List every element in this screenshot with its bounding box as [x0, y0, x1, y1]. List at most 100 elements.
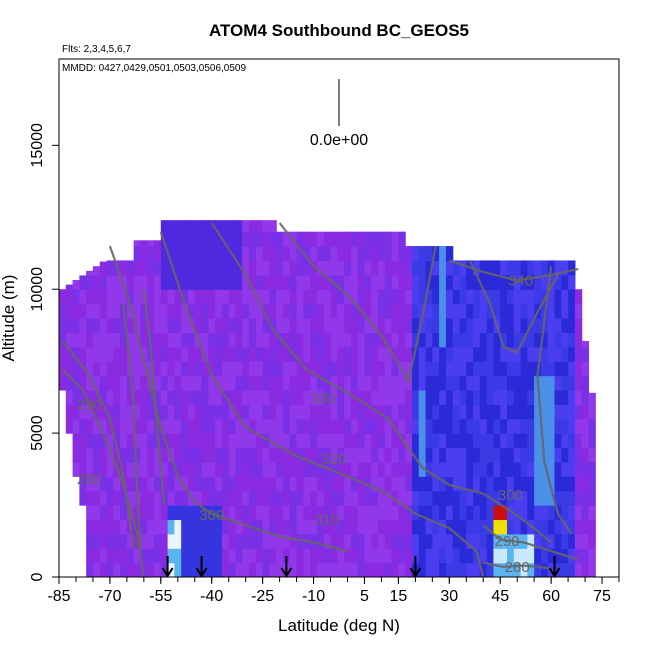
heatmap-cell	[574, 476, 583, 492]
heatmap-cell	[215, 505, 223, 521]
heatmap-cell	[79, 433, 87, 449]
heatmap-cell	[147, 548, 155, 564]
heatmap-cell	[255, 476, 264, 492]
heatmap-cell	[289, 332, 298, 348]
heatmap-cell	[262, 346, 271, 362]
heatmap-cell	[520, 519, 528, 535]
heatmap-cell	[276, 246, 284, 262]
heatmap-cell	[99, 490, 108, 506]
heatmap-cell	[215, 375, 223, 391]
heatmap-cell	[445, 303, 454, 319]
heatmap-cell	[466, 404, 474, 420]
heatmap-cell	[350, 562, 359, 577]
heatmap-cell	[310, 361, 318, 377]
heatmap-cell	[154, 533, 162, 549]
heatmap-cell	[350, 418, 359, 434]
heatmap-cell	[269, 505, 277, 521]
heatmap-cell	[425, 332, 433, 348]
heatmap-cell	[160, 332, 169, 348]
heatmap-cell	[371, 461, 379, 477]
heatmap-cell	[439, 404, 447, 420]
heatmap-cell	[201, 332, 209, 348]
heatmap-cell	[249, 346, 257, 362]
heatmap-cell	[181, 389, 189, 405]
heatmap-cell	[507, 461, 515, 477]
heatmap-cell	[540, 505, 549, 521]
heatmap-cell	[99, 318, 108, 333]
heatmap-cell	[133, 433, 142, 449]
heatmap-cell	[126, 303, 135, 319]
heatmap-cell	[561, 332, 569, 348]
heatmap-cell	[486, 433, 495, 449]
heatmap-cell	[479, 375, 488, 391]
heatmap-cell	[513, 519, 522, 535]
heatmap-cell	[547, 404, 556, 420]
heatmap-cell	[235, 490, 243, 506]
heatmap-cell	[568, 519, 576, 535]
heatmap-cell	[65, 389, 74, 405]
heatmap-cell	[357, 433, 366, 449]
heatmap-cell	[126, 548, 135, 564]
heatmap-cell	[181, 332, 189, 348]
heatmap-cell	[479, 318, 488, 333]
heatmap-cell	[588, 404, 596, 420]
heatmap-cell	[371, 519, 379, 535]
heatmap-cell	[72, 361, 80, 377]
heatmap-cell	[350, 548, 359, 564]
heatmap-cell	[378, 361, 386, 377]
heatmap-cell	[378, 490, 386, 506]
heatmap-cell	[391, 533, 399, 549]
heatmap-cell	[459, 318, 467, 333]
heatmap-cell	[554, 375, 562, 391]
heatmap-cell	[255, 490, 264, 506]
heatmap-cell	[337, 246, 345, 262]
heatmap-cell	[540, 260, 549, 276]
heatmap-cell	[493, 303, 501, 319]
heatmap-cell	[425, 361, 433, 377]
heatmap-cell	[160, 220, 169, 233]
heatmap-cell	[520, 274, 528, 290]
heatmap-cell	[92, 548, 101, 564]
heatmap-cell	[527, 490, 535, 506]
heatmap-cell	[439, 418, 447, 434]
heatmap-cell	[276, 404, 284, 420]
contour-line	[448, 259, 579, 282]
heatmap-cell	[439, 274, 447, 290]
heatmap-cell	[99, 274, 108, 290]
heatmap-cell	[459, 533, 467, 549]
heatmap-cell	[384, 231, 393, 247]
x-axis: -85 -70 -55 -40 -25 -10 5 15 30 45 60 75	[47, 577, 620, 605]
heatmap-cell	[507, 562, 515, 577]
heatmap-cell	[547, 447, 556, 463]
heatmap-cell	[493, 433, 501, 449]
heatmap-cell	[269, 533, 277, 549]
heatmap-cell	[296, 246, 304, 262]
heatmap-cell	[221, 461, 230, 477]
heatmap-cell	[289, 476, 298, 492]
heatmap-cell	[289, 533, 298, 549]
heatmap-cell	[187, 318, 196, 333]
heatmap-cell	[398, 490, 406, 506]
heatmap-cell	[181, 246, 189, 262]
heatmap-cell	[228, 332, 237, 348]
heatmap-cell	[344, 476, 352, 492]
heatmap-cell	[561, 404, 569, 420]
heatmap-cell	[500, 289, 508, 305]
heatmap-cell	[411, 490, 420, 506]
heatmap-cell	[316, 361, 325, 377]
heatmap-cell	[418, 332, 427, 348]
heatmap-cell	[283, 447, 291, 463]
heatmap-cell	[215, 490, 223, 506]
heatmap-cell	[398, 461, 406, 477]
heatmap-cell	[310, 461, 318, 477]
heatmap-cell	[160, 548, 169, 564]
heatmap-cell	[154, 490, 162, 506]
contour-label: 290	[77, 396, 102, 413]
heatmap-cell	[72, 346, 80, 362]
heatmap-cell	[337, 389, 345, 405]
flights-note: Flts: 2,3,4,5,6,7	[62, 44, 131, 55]
heatmap-cell	[527, 505, 535, 521]
heatmap-cell	[344, 548, 352, 564]
heatmap-cell	[493, 375, 501, 391]
